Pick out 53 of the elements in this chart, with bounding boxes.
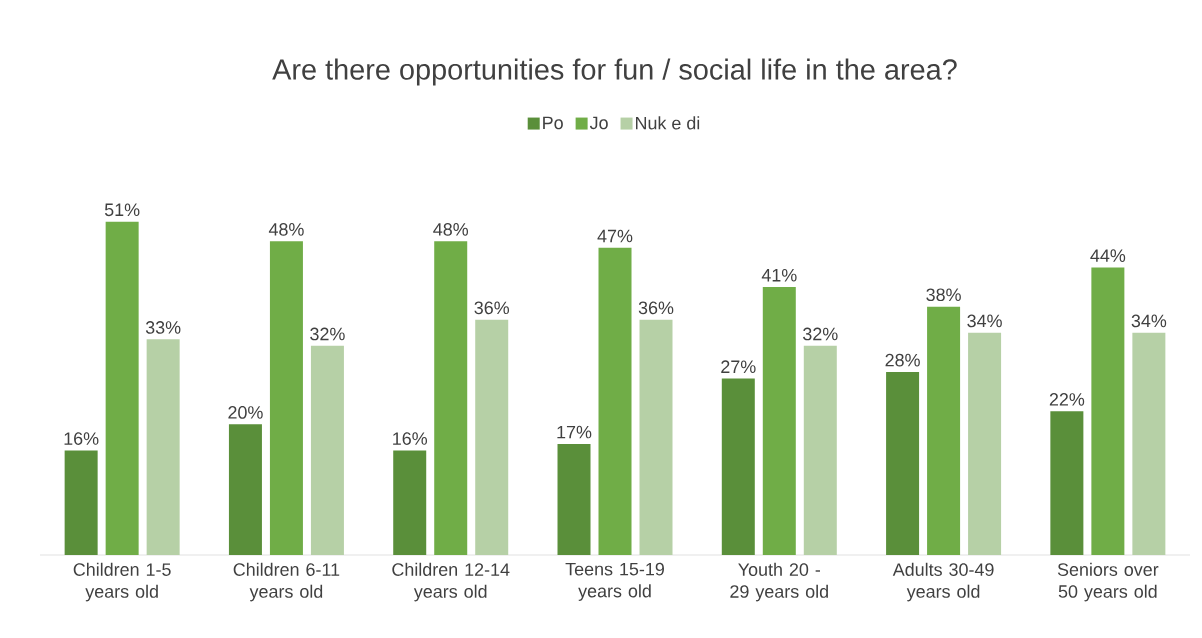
data-label: 32% bbox=[310, 327, 345, 341]
data-label: 36% bbox=[638, 301, 674, 315]
bar bbox=[762, 287, 796, 555]
data-label: 44% bbox=[1090, 249, 1126, 262]
x-tick-label: Youth 20 - 29 years old bbox=[730, 562, 828, 602]
data-label: 34% bbox=[967, 314, 1002, 328]
bar bbox=[64, 450, 98, 555]
data-label: 20% bbox=[228, 406, 263, 419]
bar bbox=[598, 247, 632, 555]
bar bbox=[228, 424, 262, 555]
legend-label: Po bbox=[543, 116, 563, 130]
bar bbox=[1050, 411, 1084, 555]
x-tick-label: Children 12-14 years old bbox=[392, 562, 510, 602]
data-label: 48% bbox=[268, 223, 304, 236]
data-label: 51% bbox=[104, 203, 140, 217]
data-label: 16% bbox=[64, 432, 99, 445]
bar bbox=[639, 319, 673, 555]
data-label: 27% bbox=[721, 360, 756, 374]
bar bbox=[393, 450, 427, 555]
bar bbox=[475, 319, 509, 555]
bar bbox=[105, 221, 139, 555]
data-label: 38% bbox=[926, 288, 961, 302]
x-tick-label: Seniors over 50 years old bbox=[1057, 562, 1159, 602]
legend-label: Jo bbox=[589, 116, 608, 130]
data-label: 41% bbox=[761, 268, 797, 282]
data-label: 32% bbox=[803, 327, 838, 341]
data-label: 48% bbox=[433, 223, 469, 236]
bar bbox=[434, 241, 468, 555]
data-label: 22% bbox=[1049, 393, 1085, 406]
data-label: 33% bbox=[145, 321, 181, 334]
x-tick-label: Adults 30-49 years old bbox=[892, 562, 994, 602]
bar bbox=[557, 443, 591, 555]
data-label: 36% bbox=[474, 301, 510, 315]
bar bbox=[269, 241, 303, 555]
bar bbox=[1132, 332, 1166, 555]
bar bbox=[721, 378, 755, 555]
x-tick-label: Teens 15-19 years old bbox=[565, 562, 664, 601]
data-label: 34% bbox=[1131, 314, 1167, 328]
x-tick-label: Children 1-5 years old bbox=[73, 562, 171, 602]
bar bbox=[310, 345, 344, 555]
data-label: 47% bbox=[597, 229, 633, 243]
bar bbox=[968, 332, 1002, 555]
data-label: 28% bbox=[885, 353, 920, 367]
bar bbox=[886, 371, 920, 555]
bar bbox=[1091, 267, 1125, 555]
bar bbox=[146, 339, 180, 555]
data-label: 16% bbox=[393, 432, 428, 445]
bar bbox=[927, 306, 961, 555]
chart-title: Are there opportunities for fun / social life in the area? bbox=[272, 58, 957, 86]
bar bbox=[803, 345, 837, 555]
x-tick-label: Children 6-11 years old bbox=[233, 562, 340, 602]
legend-label: Nuk e di bbox=[636, 116, 700, 130]
data-label: 17% bbox=[557, 425, 592, 439]
